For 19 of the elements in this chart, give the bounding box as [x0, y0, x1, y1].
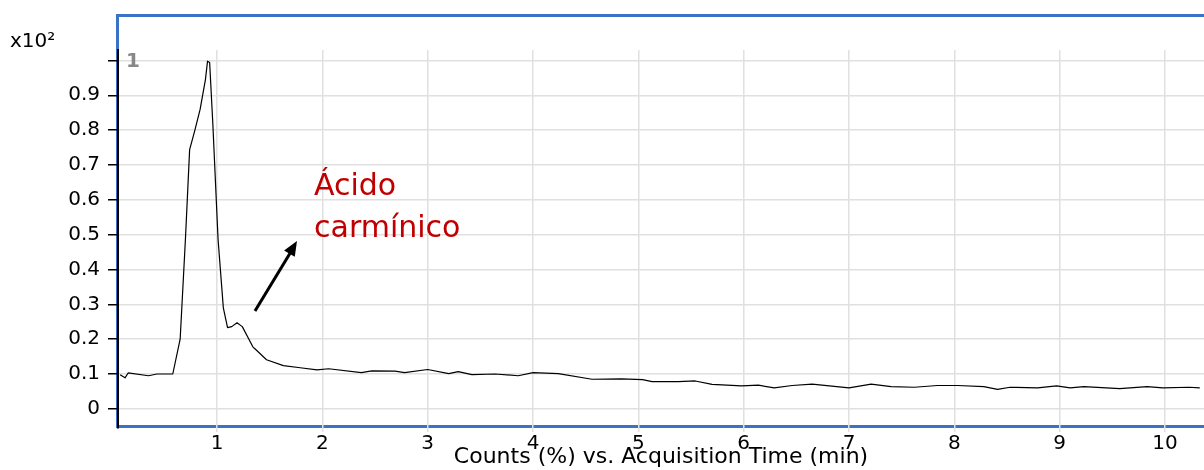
y-tick-label: 0.2	[68, 325, 100, 350]
x-tick-label: 10	[1152, 430, 1178, 455]
x-tick-label: 8	[947, 430, 961, 455]
annotation: 1	[126, 48, 140, 73]
annotation: Ácido carmínico	[314, 167, 461, 244]
x-tick-label: 3	[421, 430, 435, 455]
y-tick-label: 0.3	[68, 290, 100, 315]
y-tick-label: 0.5	[68, 220, 100, 245]
x-tick-label: 1	[210, 430, 224, 455]
y-axis-title: x10²	[10, 28, 56, 52]
y-tick-label: 0.7	[68, 151, 100, 176]
y-tick-label: 0.8	[68, 116, 100, 141]
x-tick-label: 9	[1053, 430, 1067, 455]
y-tick-label: 0.9	[68, 81, 100, 106]
y-tick-label: 0.6	[68, 186, 100, 211]
x-tick-label: 2	[315, 430, 329, 455]
y-tick-label: 0.4	[68, 255, 100, 280]
y-tick-label: 0	[87, 395, 100, 420]
y-tick-label: 0.1	[68, 360, 100, 385]
